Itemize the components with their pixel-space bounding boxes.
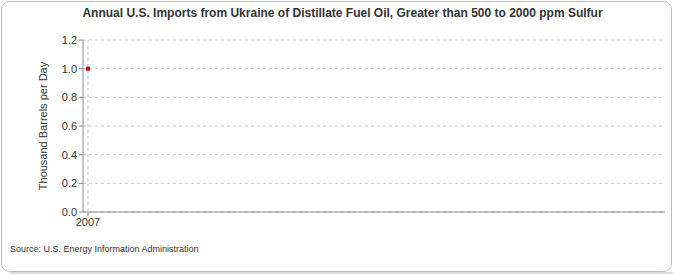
y-tick-label: 0.8 [62, 91, 77, 103]
grid-line [83, 212, 665, 213]
y-tick-label: 1.0 [62, 63, 77, 75]
tick [79, 126, 83, 127]
marker [86, 67, 90, 71]
frame [2, 2, 672, 272]
title: Annual U.S. Imports from Ukraine of Dist… [82, 6, 602, 20]
tick [79, 68, 83, 69]
tick [79, 212, 83, 213]
tick [79, 97, 83, 98]
y-tick-label: 0.4 [62, 149, 77, 161]
grid-line [83, 68, 665, 69]
x-tick-label: 2007 [76, 216, 100, 228]
y-axis [83, 40, 84, 212]
y-axis-label: Thousand Barrels per Day [37, 61, 49, 190]
tick [79, 154, 83, 155]
y-tick-label: 0.0 [62, 206, 77, 218]
chart: Annual U.S. Imports from Ukraine of Dist… [0, 0, 675, 275]
tick [79, 183, 83, 184]
grid-line [83, 154, 665, 155]
y-tick-label: 0.6 [62, 120, 77, 132]
grid-line [83, 40, 665, 41]
grid-line [83, 183, 665, 184]
source: Source: U.S. Energy Information Administ… [10, 244, 199, 254]
y-tick-label: 0.2 [62, 177, 77, 189]
x-axis [83, 212, 665, 213]
tick [79, 40, 83, 41]
grid-line [83, 97, 665, 98]
y-tick-label: 1.2 [62, 34, 77, 46]
grid-line-x [88, 40, 89, 212]
shadow [10, 272, 673, 274]
grid-line [83, 126, 665, 127]
plot [86, 67, 90, 71]
